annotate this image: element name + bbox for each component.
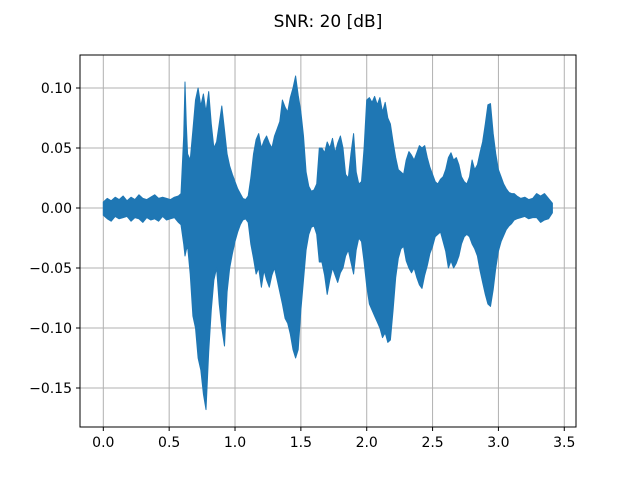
data-layer [102, 75, 553, 411]
axes-layer: 0.0 0.5 1.0 1.5 2.0 2.5 3.0 3.5 0.10 0.05 0.00 −0.0… [29, 54, 577, 451]
y-tick-label: 0.05 [41, 141, 72, 157]
x-tick-label: 0.5 [158, 435, 180, 451]
x-tick-label: 2.5 [421, 435, 443, 451]
y-tick-label: 0.00 [41, 201, 72, 217]
waveform-envelope [102, 75, 553, 411]
x-tick-label: 3.5 [553, 435, 575, 451]
plot-title: SNR: 20 [dB] [274, 12, 383, 32]
y-tick-label: −0.15 [29, 381, 72, 397]
x-tick-label: 3.0 [487, 435, 509, 451]
y-tick-label: −0.10 [29, 321, 72, 337]
x-tick-label: 1.5 [290, 435, 312, 451]
plot-frame [79, 54, 577, 428]
x-tick-label: 0.0 [92, 435, 114, 451]
x-tick-label: 1.0 [224, 435, 246, 451]
y-tick-label: −0.05 [29, 261, 72, 277]
y-tick-label: 0.10 [41, 81, 72, 97]
x-tick-label: 2.0 [356, 435, 378, 451]
